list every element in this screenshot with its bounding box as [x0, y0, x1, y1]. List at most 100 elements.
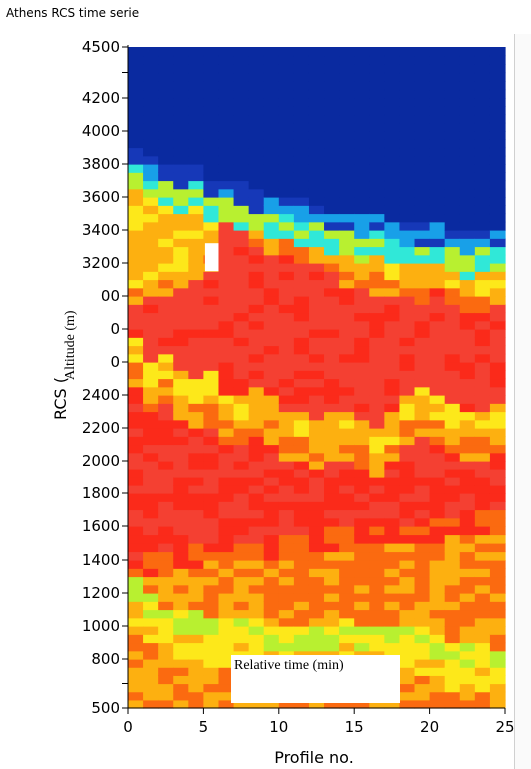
heatmap-cell [248, 329, 265, 338]
heatmap-cell [128, 131, 144, 140]
heatmap-cell [203, 370, 220, 380]
heatmap-cell [324, 279, 340, 289]
heatmap-cell [339, 188, 355, 198]
heatmap-cell [324, 386, 340, 396]
heatmap-cell [429, 205, 446, 215]
heatmap-cell [233, 114, 250, 124]
heatmap-cell [293, 617, 310, 627]
heatmap-cell [128, 650, 144, 660]
heatmap-cell [263, 337, 280, 347]
heatmap-cell [308, 370, 325, 380]
heatmap-cell [474, 691, 491, 701]
heatmap-cell [128, 337, 144, 347]
heatmap-cell [459, 477, 476, 486]
heatmap-cell [263, 287, 280, 297]
heatmap-cell [128, 279, 144, 289]
heatmap-cell [203, 675, 220, 685]
heatmap-cell [293, 534, 310, 544]
heatmap-cell [263, 164, 280, 173]
heatmap-cell [233, 593, 250, 602]
heatmap-cell [293, 312, 310, 322]
heatmap-cell [459, 386, 476, 396]
heatmap-cell [278, 337, 295, 347]
heatmap-cell [143, 213, 159, 223]
heatmap-cell [293, 452, 310, 462]
heatmap-cell [203, 593, 220, 602]
heatmap-cell [143, 650, 159, 660]
heatmap-cell [414, 568, 431, 578]
heatmap-cell [429, 501, 446, 511]
heatmap-cell [308, 411, 325, 421]
heatmap-cell [474, 246, 491, 256]
heatmap-cell [429, 254, 446, 264]
heatmap-cell [339, 72, 355, 82]
heatmap-cell [429, 320, 446, 330]
heatmap-cell [414, 230, 431, 239]
heatmap-cell [203, 320, 220, 330]
heatmap-cell [429, 114, 446, 124]
heatmap-cell [173, 601, 189, 611]
heatmap-cell [188, 517, 204, 527]
heatmap-cell [263, 699, 280, 709]
heatmap-cell [459, 683, 476, 693]
relative-time-label: Relative time (min) [234, 658, 344, 673]
heatmap-cell [293, 509, 310, 519]
heatmap-cell [173, 72, 189, 82]
heatmap-cell [128, 683, 144, 693]
heatmap-cell [203, 139, 220, 149]
heatmap-cell [459, 304, 476, 314]
heatmap-cell [459, 634, 476, 644]
heatmap-cell [278, 395, 295, 404]
heatmap-cell [324, 601, 340, 611]
heatmap-cell [489, 526, 506, 536]
heatmap-cell [459, 81, 476, 91]
heatmap-cell [429, 337, 446, 347]
heatmap-cell [128, 568, 144, 578]
heatmap-cell [339, 584, 355, 594]
heatmap-cell [354, 304, 370, 314]
heatmap-cell [474, 675, 491, 685]
heatmap-cell [233, 337, 250, 347]
heatmap-cell [414, 526, 431, 536]
heatmap-cell [474, 634, 491, 644]
heatmap-cell [248, 337, 265, 347]
heatmap-cell [143, 238, 159, 248]
heatmap-cell [143, 452, 159, 462]
heatmap-cell [278, 626, 295, 635]
heatmap-cell [233, 395, 250, 404]
heatmap-cell [188, 47, 204, 57]
heatmap-cell [324, 436, 340, 446]
heatmap-cell [263, 461, 280, 470]
heatmap-cell [158, 246, 174, 256]
heatmap-cell [173, 312, 189, 322]
heatmap-cell [414, 312, 431, 322]
heatmap-cell [143, 584, 159, 594]
heatmap-cell [278, 452, 295, 462]
heatmap-cell [444, 81, 461, 91]
heatmap-cell [233, 526, 250, 536]
heatmap-cell [203, 691, 220, 701]
heatmap-cell [324, 139, 340, 149]
heatmap-cell [293, 485, 310, 494]
heatmap-cell [429, 461, 446, 470]
heatmap-cell [173, 114, 189, 124]
heatmap-cell [399, 469, 416, 478]
x-tick-label: 10 [269, 718, 288, 736]
heatmap-cell [293, 378, 310, 388]
heatmap-cell [173, 89, 189, 99]
heatmap-cell [218, 271, 235, 281]
heatmap-cell [248, 98, 265, 107]
heatmap-cell [173, 47, 189, 57]
heatmap-cell [293, 551, 310, 561]
heatmap-cell [324, 188, 340, 198]
heatmap-cell [399, 395, 416, 404]
heatmap-cell [293, 477, 310, 486]
heatmap-cell [354, 642, 370, 652]
heatmap-cell [444, 452, 461, 462]
heatmap-cell [143, 461, 159, 470]
heatmap-cell [399, 205, 416, 215]
heatmap-cell [324, 642, 340, 652]
heatmap-cell [474, 395, 491, 404]
heatmap-cell [158, 296, 174, 305]
heatmap-cell [128, 576, 144, 586]
